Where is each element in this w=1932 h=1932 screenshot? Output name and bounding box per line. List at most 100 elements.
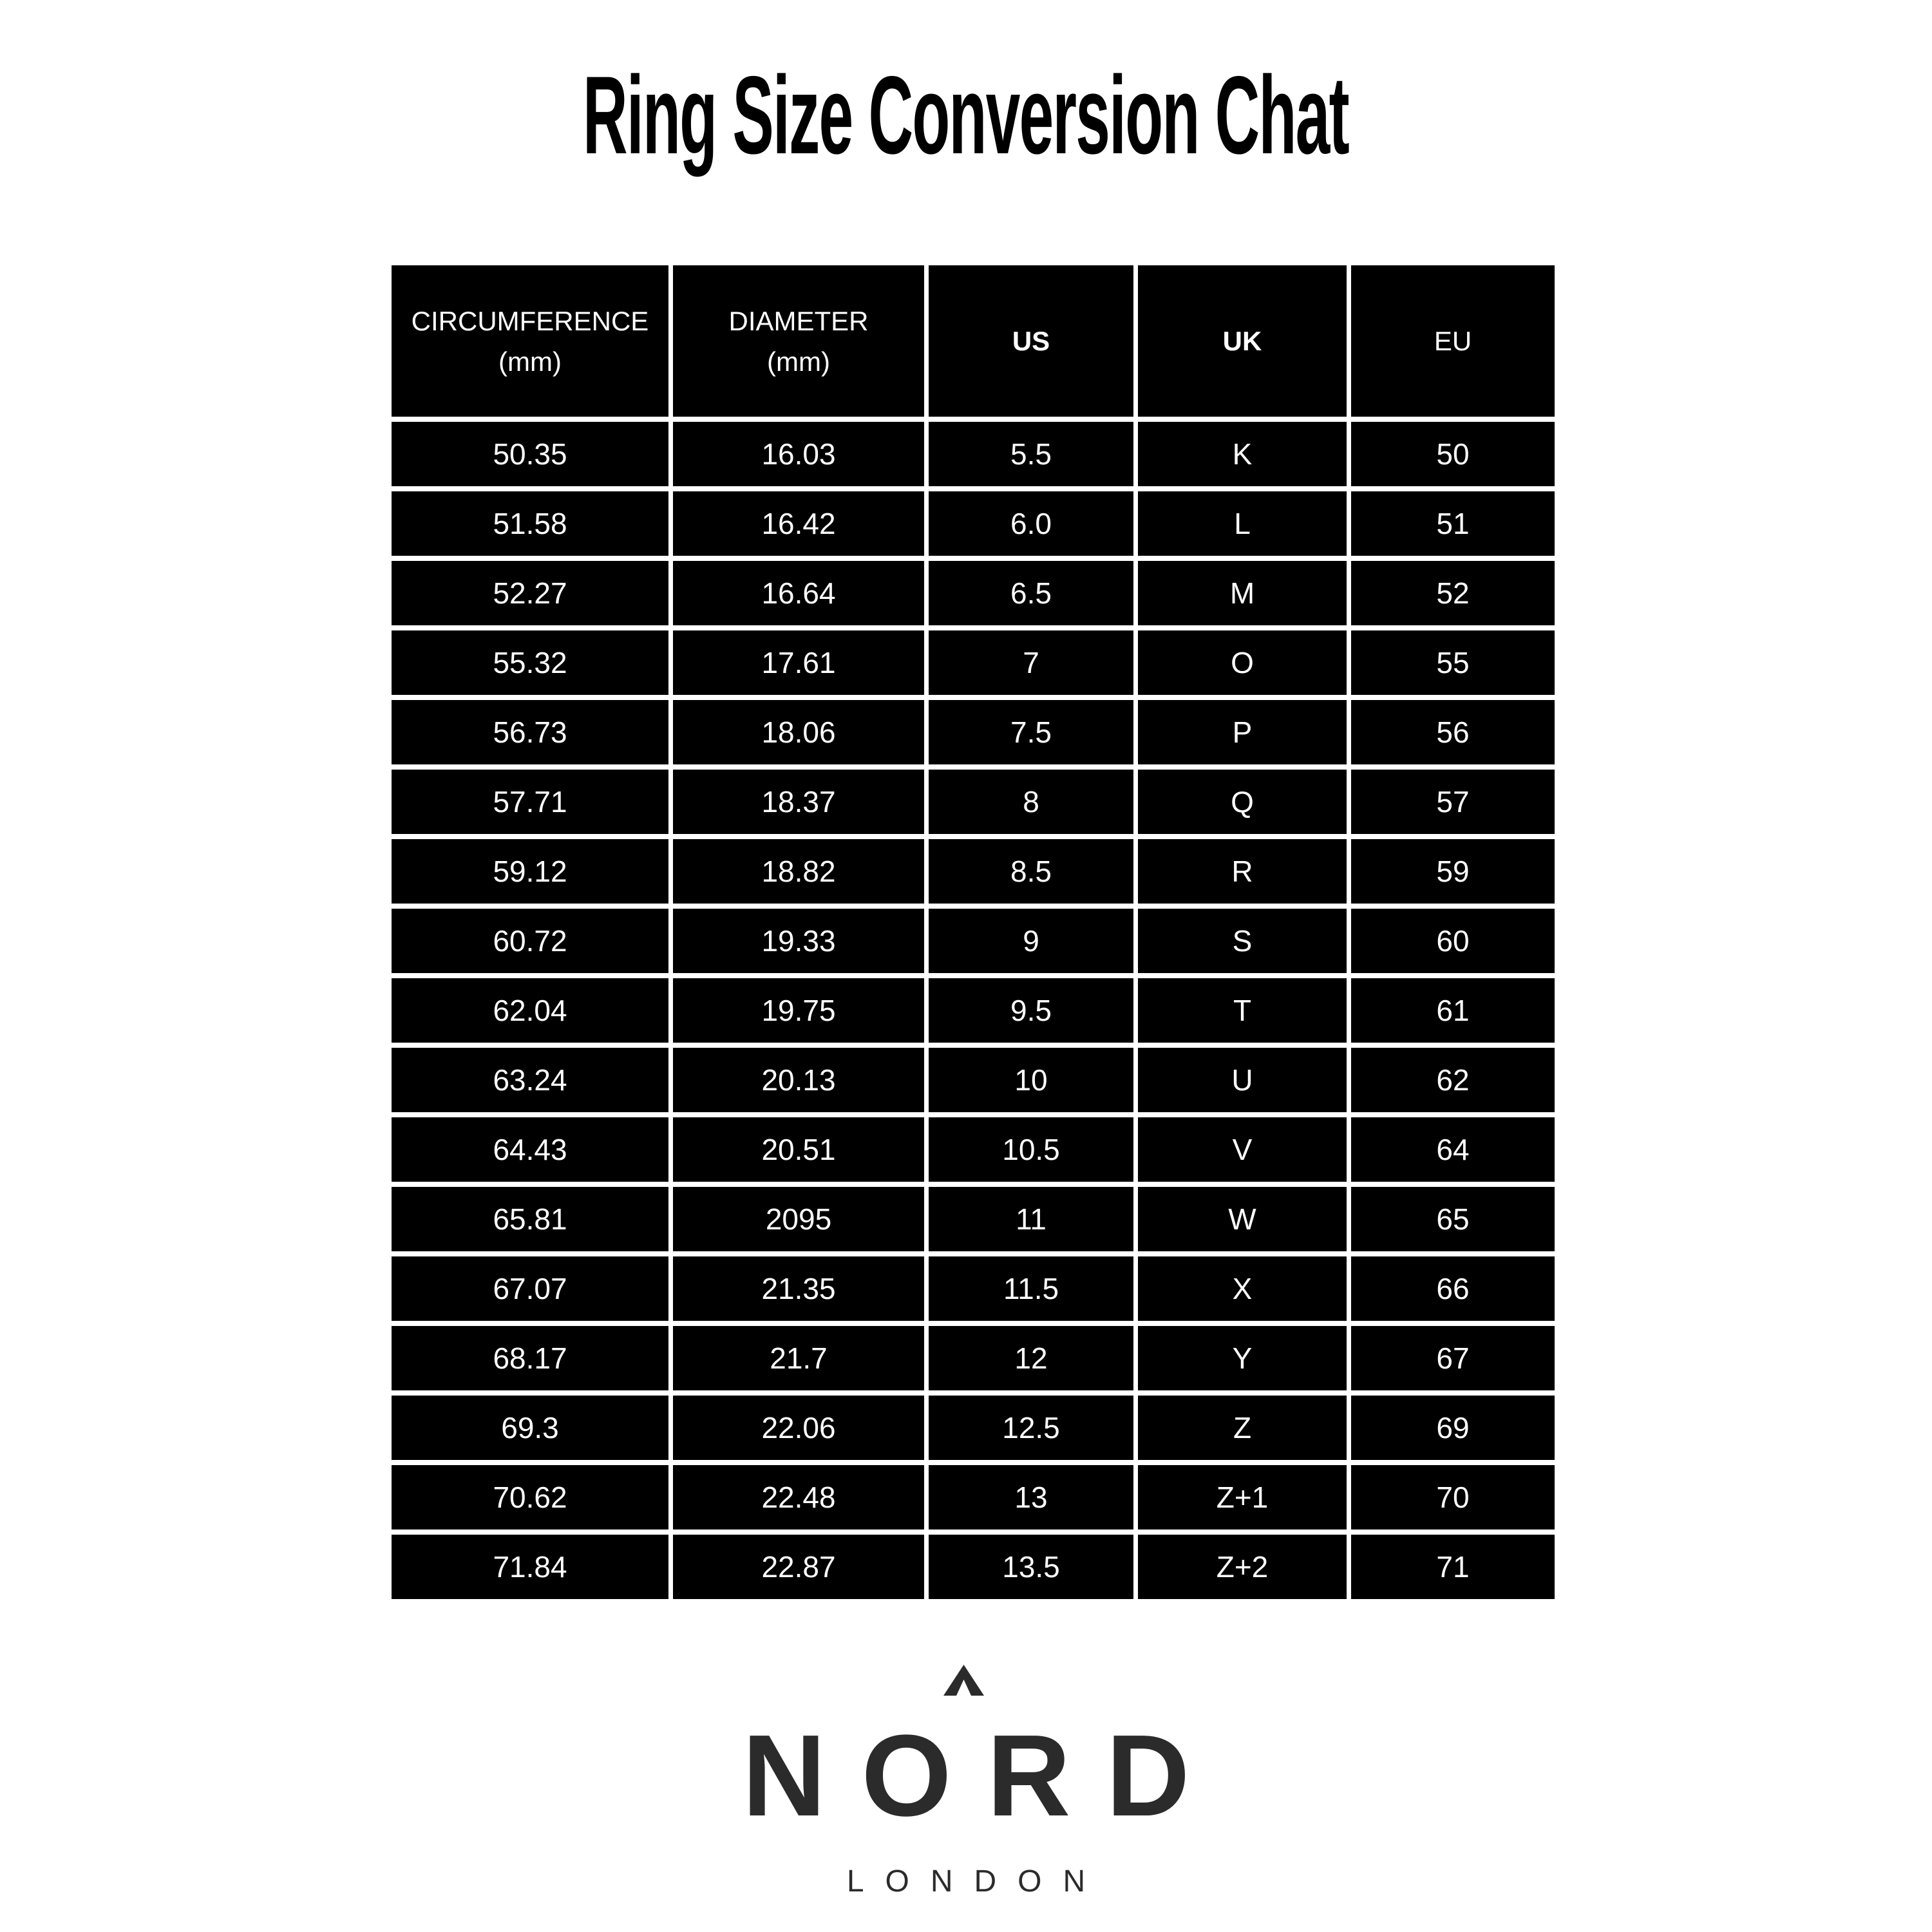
table-cell-r6-c3: R [1138, 839, 1347, 904]
table-cell-r10-c3: V [1138, 1117, 1347, 1182]
ring-size-table: CIRCUMFERENCE (mm) DIAMETER (mm) US UK EU 50.35… [392, 265, 1555, 1599]
table-cell-r13-c1: 21.7 [673, 1326, 924, 1390]
table-cell-r4-c1: 18.06 [673, 700, 924, 764]
table-cell-r8-c2: 9.5 [929, 978, 1133, 1043]
table-cell-r14-c4: 69 [1351, 1396, 1555, 1460]
table-cell-r14-c1: 22.06 [673, 1396, 924, 1460]
table-cell-r5-c2: 8 [929, 770, 1133, 834]
table-cell-r9-c2: 10 [929, 1048, 1133, 1112]
table-cell-r9-c3: U [1138, 1048, 1347, 1112]
table-cell-r1-c3: L [1138, 491, 1347, 556]
table-cell-r12-c0: 67.07 [392, 1256, 668, 1321]
table-cell-r6-c0: 59.12 [392, 839, 668, 904]
table-cell-r10-c4: 64 [1351, 1117, 1555, 1182]
table-cell-r10-c2: 10.5 [929, 1117, 1133, 1182]
table-cell-r1-c2: 6.0 [929, 491, 1133, 556]
table-cell-r13-c4: 67 [1351, 1326, 1555, 1390]
table-cell-r15-c0: 70.62 [392, 1465, 668, 1530]
table-cell-r12-c3: X [1138, 1256, 1347, 1321]
table-cell-r1-c0: 51.58 [392, 491, 668, 556]
table-cell-r3-c2: 7 [929, 630, 1133, 695]
table-cell-r4-c0: 56.73 [392, 700, 668, 764]
table-cell-r3-c1: 17.61 [673, 630, 924, 695]
table-cell-r16-c0: 71.84 [392, 1535, 668, 1599]
table-cell-r4-c4: 56 [1351, 700, 1555, 764]
table-cell-r15-c1: 22.48 [673, 1465, 924, 1530]
table-cell-r11-c4: 65 [1351, 1187, 1555, 1251]
table-cell-r5-c3: Q [1138, 770, 1347, 834]
table-cell-r6-c4: 59 [1351, 839, 1555, 904]
table-cell-r1-c4: 51 [1351, 491, 1555, 556]
chevron-up-icon [943, 1665, 984, 1696]
column-header-label: EU [1434, 326, 1472, 356]
table-cell-r8-c3: T [1138, 978, 1347, 1043]
table-cell-r0-c3: K [1138, 422, 1347, 486]
table-cell-r13-c2: 12 [929, 1326, 1133, 1390]
table-cell-r4-c3: P [1138, 700, 1347, 764]
table-cell-r7-c3: S [1138, 909, 1347, 973]
column-header-us: US [929, 265, 1133, 417]
table-cell-r0-c1: 16.03 [673, 422, 924, 486]
table-cell-r2-c0: 52.27 [392, 561, 668, 625]
table-cell-r3-c4: 55 [1351, 630, 1555, 695]
brand-name: NORD [742, 1711, 1226, 1841]
table-cell-r8-c0: 62.04 [392, 978, 668, 1043]
table-cell-r2-c1: 16.64 [673, 561, 924, 625]
table-cell-r9-c1: 20.13 [673, 1048, 924, 1112]
table-cell-r16-c3: Z+2 [1138, 1535, 1347, 1599]
column-header-eu: EU [1351, 265, 1555, 417]
table-cell-r8-c1: 19.75 [673, 978, 924, 1043]
table-cell-r15-c3: Z+1 [1138, 1465, 1347, 1530]
table-cell-r5-c4: 57 [1351, 770, 1555, 834]
table-cell-r11-c1: 2095 [673, 1187, 924, 1251]
table-cell-r7-c1: 19.33 [673, 909, 924, 973]
table-cell-r14-c3: Z [1138, 1396, 1347, 1460]
column-header-circumference: CIRCUMFERENCE (mm) [392, 265, 668, 417]
table-cell-r15-c2: 13 [929, 1465, 1133, 1530]
table-cell-r11-c2: 11 [929, 1187, 1133, 1251]
page-title-text: Ring Size Conversion Chat [583, 53, 1350, 177]
table-cell-r6-c1: 18.82 [673, 839, 924, 904]
table-cell-r2-c4: 52 [1351, 561, 1555, 625]
table-cell-r16-c4: 71 [1351, 1535, 1555, 1599]
table-cell-r9-c0: 63.24 [392, 1048, 668, 1112]
table-cell-r14-c2: 12.5 [929, 1396, 1133, 1460]
table-cell-r2-c2: 6.5 [929, 561, 1133, 625]
table-cell-r9-c4: 62 [1351, 1048, 1555, 1112]
table-cell-r7-c2: 9 [929, 909, 1133, 973]
table-cell-r0-c2: 5.5 [929, 422, 1133, 486]
table-cell-r7-c4: 60 [1351, 909, 1555, 973]
column-header-label: DIAMETER [728, 305, 869, 336]
table-cell-r13-c0: 68.17 [392, 1326, 668, 1390]
table-cell-r16-c1: 22.87 [673, 1535, 924, 1599]
table-cell-r12-c1: 21.35 [673, 1256, 924, 1321]
table-cell-r0-c0: 50.35 [392, 422, 668, 486]
table-cell-r10-c1: 20.51 [673, 1117, 924, 1182]
column-header-label: US [1012, 326, 1050, 356]
table-cell-r14-c0: 69.3 [392, 1396, 668, 1460]
table-cell-r5-c1: 18.37 [673, 770, 924, 834]
table-cell-r6-c2: 8.5 [929, 839, 1133, 904]
table-cell-r3-c0: 55.32 [392, 630, 668, 695]
table-cell-r4-c2: 7.5 [929, 700, 1133, 764]
table-cell-r8-c4: 61 [1351, 978, 1555, 1043]
table-cell-r12-c2: 11.5 [929, 1256, 1133, 1321]
column-header-sublabel: (mm) [498, 346, 562, 377]
page-title: Ring Size Conversion Chat [0, 53, 1932, 177]
table-cell-r7-c0: 60.72 [392, 909, 668, 973]
column-header-diameter: DIAMETER (mm) [673, 265, 924, 417]
table-cell-r12-c4: 66 [1351, 1256, 1555, 1321]
table-cell-r11-c3: W [1138, 1187, 1347, 1251]
table-cell-r5-c0: 57.71 [392, 770, 668, 834]
table-cell-r13-c3: Y [1138, 1326, 1347, 1390]
table-cell-r16-c2: 13.5 [929, 1535, 1133, 1599]
table-cell-r10-c0: 64.43 [392, 1117, 668, 1182]
table-cell-r1-c1: 16.42 [673, 491, 924, 556]
table-cell-r3-c3: O [1138, 630, 1347, 695]
column-header-label: UK [1222, 326, 1262, 356]
table-cell-r11-c0: 65.81 [392, 1187, 668, 1251]
column-header-sublabel: (mm) [767, 346, 830, 377]
column-header-label: CIRCUMFERENCE [411, 305, 649, 336]
table-cell-r2-c3: M [1138, 561, 1347, 625]
table-cell-r15-c4: 70 [1351, 1465, 1555, 1530]
